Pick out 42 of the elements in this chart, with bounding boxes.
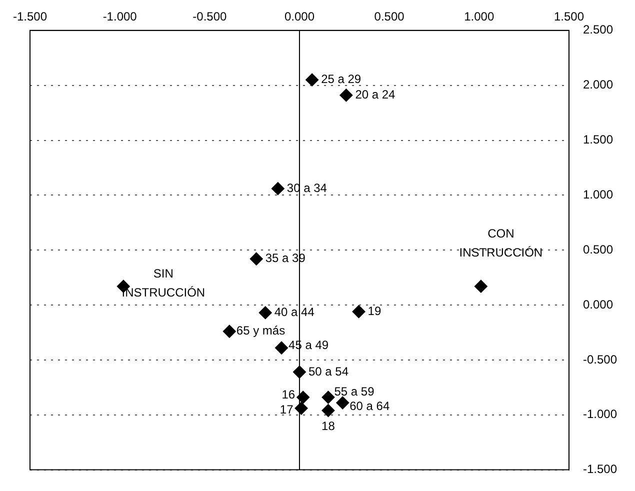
annotation: 25 a 29: [321, 72, 362, 86]
point: [258, 306, 272, 320]
point: [340, 88, 353, 102]
point: [336, 396, 350, 410]
x-tick-label: 1.500: [554, 10, 584, 24]
x-tick-label: 0.000: [284, 10, 315, 24]
point: [222, 324, 236, 338]
x-tick-label: -1.500: [12, 10, 48, 24]
annotation: 65 y más: [236, 324, 286, 338]
annotation: 40 a 44: [274, 305, 315, 320]
y-tick-label: 1.000: [582, 187, 614, 202]
point: [322, 390, 335, 404]
annotation: 20 a 24: [355, 88, 396, 102]
point: [322, 404, 335, 417]
x-tick-label: -0.500: [192, 10, 227, 24]
y-tick-label: -1.000: [582, 407, 618, 422]
point: [306, 73, 319, 86]
annotation: 50 a 54: [308, 364, 349, 378]
x-tick-label: -1.000: [102, 10, 138, 24]
annotation: 18: [322, 418, 336, 433]
annotation: 19: [368, 304, 382, 318]
y-tick-label: 1.500: [582, 132, 614, 147]
annotation: 17: [280, 402, 294, 417]
y-tick-label: 0.500: [582, 242, 614, 256]
point: [296, 390, 310, 404]
point: [474, 280, 488, 293]
point: [250, 252, 263, 266]
point: [271, 182, 284, 196]
y-tick-label: -0.500: [582, 352, 618, 366]
point: [294, 402, 308, 415]
y-tick-label: 2.500: [582, 22, 614, 37]
annotation: 55 a 59: [334, 384, 375, 399]
point: [352, 305, 366, 318]
annotation: 16: [282, 388, 296, 402]
annotation: CON INSTRUCCIÓN: [459, 226, 543, 260]
annotation: 60 a 64: [350, 399, 390, 414]
x-tick-label: 0.500: [374, 10, 405, 24]
y-tick-label: 0.000: [582, 297, 614, 312]
point: [275, 341, 288, 354]
y-tick-label: -1.500: [582, 462, 618, 476]
y-tick-label: 2.000: [582, 78, 614, 92]
x-tick-label: 1.000: [464, 10, 494, 24]
